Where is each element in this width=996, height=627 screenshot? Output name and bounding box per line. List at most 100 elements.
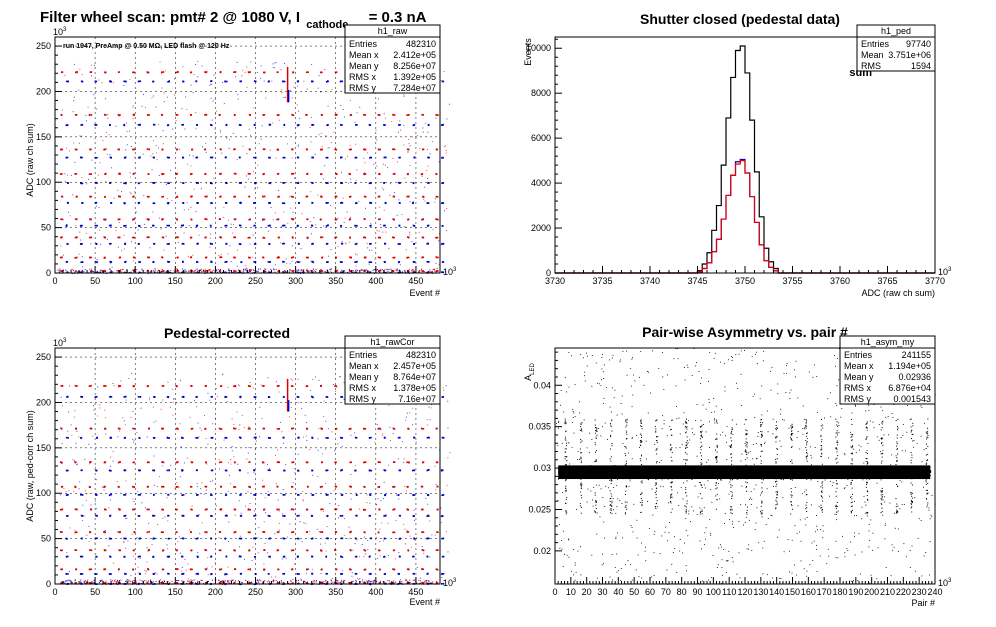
data-point [202, 580, 203, 581]
data-point [219, 537, 220, 538]
data-point [108, 545, 109, 546]
data-point [235, 428, 237, 430]
x-tick-label: 50 [90, 276, 100, 286]
data-point [344, 222, 345, 223]
data-point [228, 269, 229, 270]
data-point [179, 536, 180, 537]
data-point [152, 97, 153, 98]
data-point [282, 202, 284, 204]
data-point [231, 261, 232, 262]
data-point [65, 581, 66, 582]
data-point [237, 266, 238, 267]
data-point [279, 510, 280, 511]
data-point [423, 428, 425, 430]
data-point [284, 81, 286, 83]
data-point [148, 509, 150, 511]
data-point [245, 580, 246, 581]
data-point [323, 509, 324, 510]
data-point [124, 396, 126, 398]
data-point [74, 410, 75, 411]
data-point [249, 237, 251, 239]
data-point [414, 494, 416, 496]
data-point [281, 580, 282, 581]
data-point [259, 407, 260, 408]
data-point [205, 218, 207, 220]
data-point [67, 396, 69, 398]
data-point [410, 536, 411, 537]
data-point [104, 385, 106, 387]
data-point [367, 243, 368, 244]
data-point [400, 264, 401, 265]
data-point [306, 549, 308, 551]
data-point [327, 469, 329, 471]
data-point [104, 532, 105, 533]
data-point [344, 399, 345, 400]
data-point [432, 141, 433, 142]
panel-rawcor: Pedestal-corrected ADC (raw, ped-corr ch… [25, 325, 457, 607]
stats-name: h1_raw [378, 26, 408, 36]
data-point [237, 94, 238, 95]
data-point [161, 271, 162, 272]
data-point [91, 505, 92, 506]
data-point [161, 71, 163, 73]
data-point [88, 526, 89, 527]
data-point [395, 558, 396, 559]
data-point [239, 500, 240, 501]
data-point [340, 376, 341, 377]
data-point [239, 385, 240, 386]
data-point [332, 582, 333, 583]
data-point [205, 143, 206, 144]
data-point [303, 500, 304, 501]
data-point [312, 270, 313, 271]
data-point [340, 515, 342, 517]
data-point [293, 509, 295, 511]
data-point [320, 544, 321, 545]
data-point [219, 469, 220, 470]
data-point [75, 173, 77, 175]
data-point [332, 89, 333, 90]
data-point [167, 470, 169, 472]
data-point [233, 386, 235, 388]
data-point [147, 385, 149, 387]
data-point [189, 155, 190, 156]
data-point [74, 162, 75, 163]
data-point [246, 175, 247, 176]
data-point [249, 269, 250, 270]
data-point [209, 247, 210, 248]
data-point [177, 580, 178, 581]
data-point [110, 499, 111, 500]
data-point [102, 486, 103, 487]
data-point [188, 581, 189, 582]
data-point [159, 175, 160, 176]
data-point [82, 74, 83, 75]
data-point [104, 486, 106, 488]
data-point [264, 269, 265, 270]
data-point [359, 107, 360, 108]
stats-label: Entries [349, 39, 378, 49]
data-point [436, 462, 438, 464]
data-point [233, 149, 235, 151]
data-point [216, 270, 217, 271]
data-point [157, 486, 158, 487]
data-point [282, 494, 284, 496]
data-point [191, 580, 192, 581]
data-point [89, 463, 90, 464]
data-point [276, 381, 277, 382]
stats-value: 482310 [406, 39, 436, 49]
data-point [96, 396, 98, 398]
data-point [96, 109, 97, 110]
data-point [148, 581, 149, 582]
data-point [264, 570, 265, 571]
data-point [79, 69, 80, 70]
panel-rawcor-ylabel: ADC (raw, ped-corr ch sum) [25, 410, 35, 522]
data-point [401, 581, 402, 582]
data-point [190, 114, 192, 116]
data-point [435, 198, 436, 199]
data-point [161, 582, 162, 583]
data-point [159, 476, 160, 477]
data-point [91, 71, 93, 73]
panel-raw: ADC (raw ch sum) Event # run 1947, PreAm… [25, 25, 457, 298]
data-point [355, 144, 356, 145]
data-point [309, 271, 310, 272]
data-point [268, 271, 269, 272]
